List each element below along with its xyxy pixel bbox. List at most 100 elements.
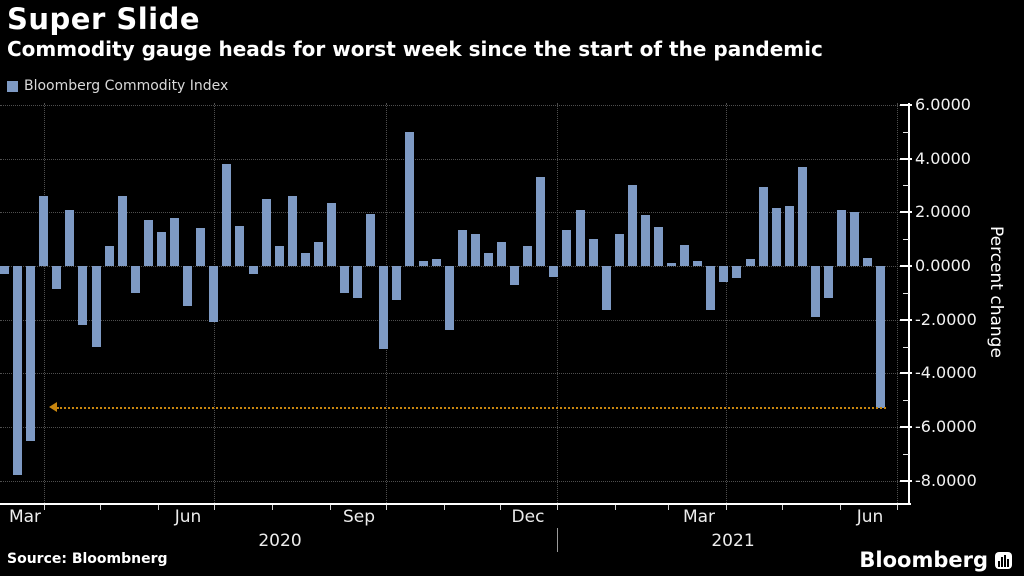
bar: [131, 266, 140, 293]
y-axis-minor-tick: [903, 239, 909, 240]
bar: [641, 215, 650, 266]
bar: [732, 266, 741, 278]
legend-label: Bloomberg Commodity Index: [24, 78, 229, 94]
legend-swatch-icon: [7, 80, 18, 92]
bar: [432, 259, 441, 266]
bar: [576, 210, 585, 266]
y-axis-tick-label: 4.0000: [915, 149, 971, 168]
y-axis-title: Percent change: [986, 226, 1006, 358]
y-axis-spine: [908, 103, 910, 505]
bar: [209, 266, 218, 322]
bar: [863, 258, 872, 266]
y-axis-tick-label: -6.0000: [915, 417, 977, 436]
annotation-dotted-line: [57, 407, 886, 409]
y-axis-major-tick: [900, 211, 912, 213]
vertical-gridline: [897, 103, 898, 503]
y-axis-minor-tick: [903, 454, 909, 455]
bar: [876, 266, 885, 408]
x-axis-month-tick: [897, 505, 898, 510]
horizontal-gridline: [0, 105, 908, 106]
y-axis-minor-tick: [903, 185, 909, 186]
bar: [183, 266, 192, 306]
x-axis-month-tick: [615, 505, 616, 510]
horizontal-gridline: [0, 373, 908, 374]
bar: [798, 167, 807, 266]
bar: [379, 266, 388, 349]
bar: [589, 239, 598, 266]
x-axis-month-tick: [100, 505, 101, 510]
x-axis-month-tick: [557, 505, 558, 510]
bar: [405, 132, 414, 266]
y-axis-tick-label: -4.0000: [915, 363, 977, 382]
bar: [288, 196, 297, 266]
bar: [52, 266, 61, 289]
bar: [458, 230, 467, 266]
x-axis-month-label: Dec: [511, 507, 545, 527]
bar: [497, 242, 506, 266]
bar: [445, 266, 454, 330]
x-axis-month-label: Sep: [342, 507, 376, 527]
x-axis-month-tick: [158, 505, 159, 510]
x-axis-month-tick: [272, 505, 273, 510]
y-axis-minor-tick: [903, 347, 909, 348]
x-axis-month-label: Mar: [682, 507, 716, 527]
x-axis-year-label: 2020: [258, 531, 302, 551]
bar: [471, 234, 480, 266]
y-axis-tick-label: -2.0000: [915, 310, 977, 329]
horizontal-gridline: [0, 159, 908, 160]
bar: [327, 203, 336, 266]
bar: [78, 266, 87, 325]
horizontal-gridline: [0, 212, 908, 213]
y-axis-major-tick: [900, 104, 912, 106]
y-axis-tick-label: -8.0000: [915, 471, 977, 490]
y-axis-minor-tick: [903, 293, 909, 294]
vertical-gridline: [557, 103, 558, 503]
x-axis-month-tick: [782, 505, 783, 510]
bar: [419, 261, 428, 266]
bar: [353, 266, 362, 298]
bar: [170, 218, 179, 266]
x-axis-month-tick: [386, 505, 387, 510]
bar: [523, 246, 532, 266]
bar: [196, 228, 205, 266]
bar: [602, 266, 611, 310]
bar: [628, 185, 637, 266]
y-axis-tick-label: 0.0000: [915, 256, 971, 275]
y-axis-major-tick: [900, 372, 912, 374]
x-axis-month-label: Mar: [8, 507, 42, 527]
x-axis-month-label: Jun: [856, 507, 884, 527]
legend: Bloomberg Commodity Index: [7, 78, 228, 94]
bar: [65, 210, 74, 266]
bar: [850, 212, 859, 266]
y-axis-major-tick: [900, 319, 912, 321]
bar: [13, 266, 22, 475]
x-axis-month-tick: [840, 505, 841, 510]
bar: [536, 177, 545, 266]
bar: [105, 246, 114, 266]
bar: [275, 246, 284, 266]
bloomberg-logo: Bloomberg: [859, 548, 1012, 572]
annotation-arrowhead-icon: [49, 402, 57, 412]
bloomberg-wordmark: Bloomberg: [859, 548, 988, 572]
bar: [785, 206, 794, 266]
x-axis-spine: [0, 503, 911, 505]
bar: [0, 266, 9, 274]
horizontal-gridline: [0, 320, 908, 321]
bar: [510, 266, 519, 285]
bloomberg-terminal-icon: [995, 551, 1012, 569]
bar: [235, 226, 244, 266]
horizontal-gridline: [0, 427, 908, 428]
y-axis-minor-tick: [903, 132, 909, 133]
x-axis-month-tick: [668, 505, 669, 510]
x-axis-month-tick: [500, 505, 501, 510]
bar: [222, 164, 231, 266]
bar: [837, 210, 846, 266]
bar: [340, 266, 349, 293]
bar: [26, 266, 35, 441]
y-axis-major-tick: [900, 158, 912, 160]
bar: [157, 232, 166, 266]
horizontal-gridline: [0, 266, 908, 267]
bar: [144, 220, 153, 266]
bar: [654, 227, 663, 266]
